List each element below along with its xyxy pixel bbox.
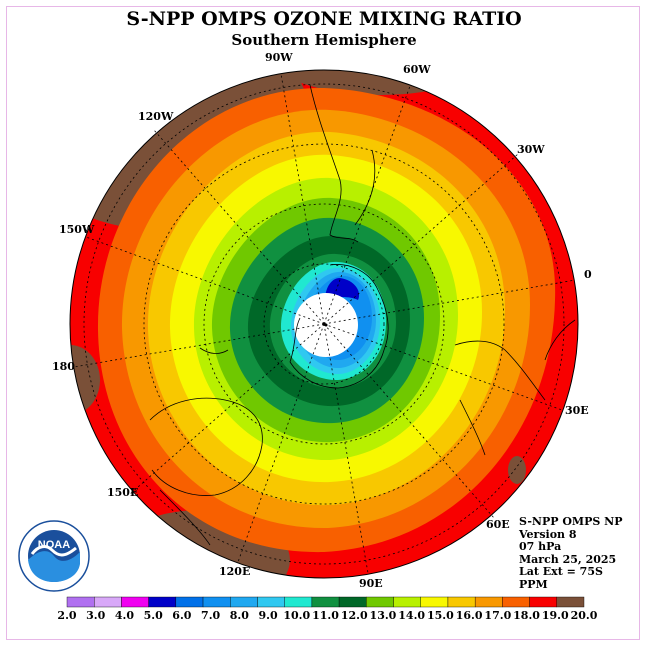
lon-label-30e: 30E — [565, 404, 589, 417]
info-units: PPM — [519, 577, 548, 591]
colorbar-swatch — [66, 596, 95, 608]
colorbar-swatch — [284, 596, 313, 608]
colorbar-swatch — [502, 596, 530, 608]
lat-circle-4 — [83, 83, 565, 565]
colorbar-tick-label: 19.0 — [541, 609, 569, 622]
field-20-w — [70, 345, 100, 415]
south-pole-marker — [324, 323, 328, 327]
meridian-30e — [323, 323, 563, 411]
colorbar-swatch — [257, 596, 285, 608]
plot-frame — [6, 6, 640, 640]
lon-label-30w: 30W — [517, 143, 545, 156]
continents — [149, 84, 576, 546]
indonesia — [159, 489, 211, 546]
meridian-120e — [237, 323, 325, 563]
lon-label-90w: 90W — [265, 51, 293, 64]
colorbar-swatch — [474, 596, 503, 608]
colorbar — [66, 596, 585, 608]
colorbar-swatch — [311, 596, 340, 608]
globe-outline — [69, 69, 579, 579]
lon-label-60w: 60W — [403, 63, 431, 76]
info-pressure: 07 hPa — [519, 540, 562, 553]
new-zealand — [199, 347, 229, 354]
antarctica-coast — [289, 264, 389, 389]
colorbar-tick-label: 14.0 — [398, 609, 426, 622]
colorbar-tick-label: 17.0 — [484, 609, 512, 622]
colorbar-tick-label: 8.0 — [229, 609, 249, 622]
info-instrument: S-NPP OMPS NP — [519, 515, 623, 528]
colorbar-swatch — [420, 596, 449, 608]
colorbar-swatch — [121, 596, 149, 608]
info-panel: S-NPP OMPS NP Version 8 07 hPa March 25,… — [519, 515, 623, 591]
meridian-180 — [73, 323, 325, 368]
colorbar-swatch — [338, 596, 367, 608]
lat-circle-1 — [263, 263, 385, 385]
colorbar-swatch — [202, 596, 231, 608]
info-lat-ext: Lat Ext = 75S — [519, 565, 603, 578]
colorbar-tick-label: 7.0 — [201, 609, 221, 622]
lon-label-120e: 120E — [219, 565, 251, 578]
colorbar-swatch — [393, 596, 421, 608]
meridian-60w — [323, 85, 411, 325]
colorbar-swatch — [230, 596, 258, 608]
graticule — [73, 73, 576, 574]
colorbar-tick-label: 15.0 — [426, 609, 454, 622]
colorbar-swatch — [529, 596, 557, 608]
south-america-coast — [309, 84, 359, 243]
colorbar-swatch — [94, 596, 122, 608]
colorbar-tick-label: 13.0 — [369, 609, 397, 622]
info-version: Version 8 — [519, 527, 577, 541]
info-date: March 25, 2025 — [519, 552, 617, 566]
noaa-logo: NOAA — [18, 520, 90, 592]
colorbar-tick-label: 6.0 — [172, 609, 192, 622]
lon-label-150w: 150W — [59, 223, 95, 236]
colorbar-tick-label: 3.0 — [86, 609, 106, 622]
lon-label-0: 0 — [584, 268, 592, 281]
colorbar-swatch — [366, 596, 394, 608]
lon-label-60e: 60E — [486, 518, 510, 531]
meridian-90e — [323, 323, 369, 574]
lon-label-150e: 150E — [107, 486, 139, 499]
colorbar-swatch — [148, 596, 177, 608]
colorbar-tick-label: 9.0 — [258, 609, 278, 622]
africa-south — [454, 340, 546, 401]
field-20-n — [270, 70, 490, 95]
colorbar-swatch — [447, 596, 476, 608]
colorbar-tick-label: 4.0 — [114, 609, 135, 622]
lon-label-120w: 120W — [138, 110, 174, 123]
australia-coast — [149, 397, 263, 496]
madagascar-coast — [459, 399, 486, 456]
meridian-90w — [280, 73, 325, 325]
colorbar-tick-label: 12.0 — [340, 609, 368, 622]
africa-west — [544, 319, 576, 361]
colorbar-tick-label: 18.0 — [513, 609, 540, 622]
colorbar-tick-label: 10.0 — [283, 609, 311, 622]
field-20-se — [508, 456, 526, 484]
noaa-logo-text: NOAA — [38, 539, 70, 551]
map-subtitle: Southern Hemisphere — [231, 31, 417, 49]
antarctica-west — [289, 317, 301, 363]
colorbar-tick-label: 11.0 — [312, 609, 339, 622]
colorbar-swatch — [556, 596, 585, 608]
colorbar-swatch — [175, 596, 204, 608]
colorbar-tick-label: 16.0 — [455, 609, 483, 622]
colorbar-tick-label: 2.0 — [57, 609, 77, 622]
lat-circle-2 — [203, 203, 445, 445]
meridian-150w — [85, 236, 325, 325]
lat-circle-3 — [143, 143, 505, 505]
map-title: S-NPP OMPS OZONE MIXING RATIO — [126, 8, 522, 30]
lon-label-180: 180 — [52, 360, 75, 373]
colorbar-tick-label: 20.0 — [570, 609, 598, 622]
lon-label-90e: 90E — [359, 577, 383, 590]
colorbar-tick-label: 5.0 — [143, 609, 163, 622]
